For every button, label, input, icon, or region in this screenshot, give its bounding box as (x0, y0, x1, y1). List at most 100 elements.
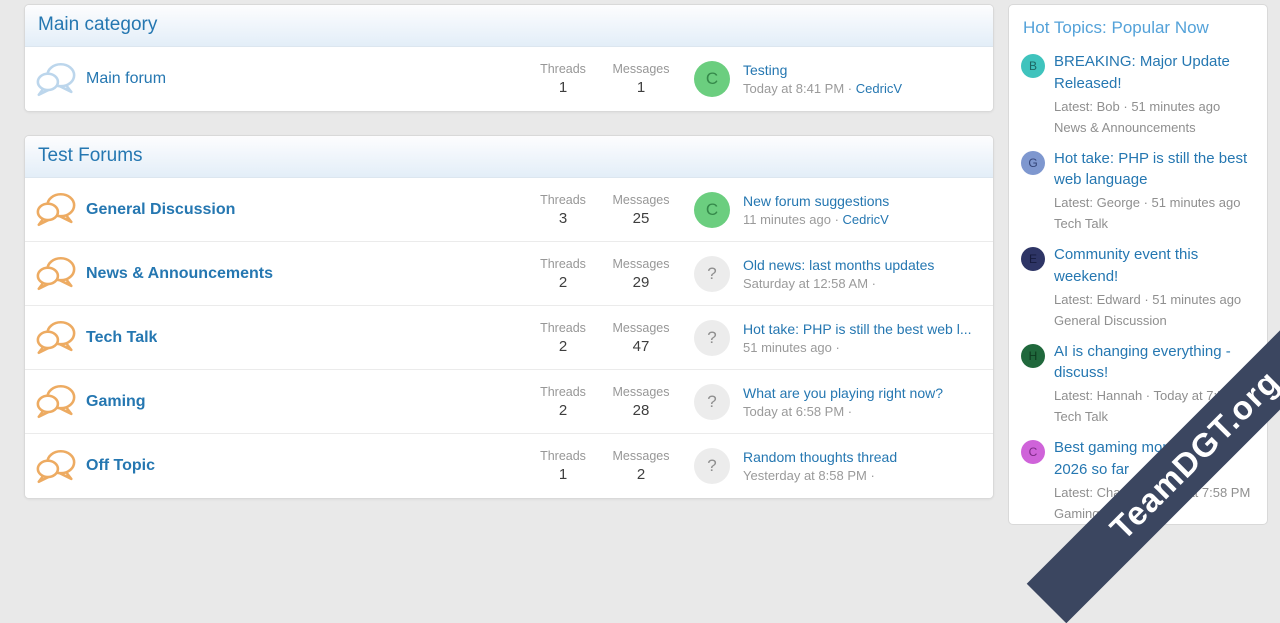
messages-label: Messages (612, 256, 670, 271)
threads-count: 1 (558, 466, 568, 483)
messages-count: 2 (636, 466, 646, 483)
latest-post-user-link[interactable]: CedricV (842, 211, 889, 227)
forum-title-link[interactable]: General Discussion (86, 200, 236, 218)
forum-stats: Threads 1 Messages 1 (524, 62, 680, 96)
latest-post-link[interactable]: Old news: last months updates (743, 256, 935, 273)
hot-topic-item: G Hot take: PHP is still the best web la… (1021, 148, 1255, 231)
hot-topic-title-link[interactable]: Community event this weekend! (1054, 246, 1199, 285)
hot-topic-latest: Latest: Bob · 51 minutes ago (1054, 98, 1221, 114)
latest-post: Old news: last months updates Saturday a… (743, 257, 981, 291)
meta-separator: · (870, 468, 875, 483)
threads-label: Threads (540, 384, 586, 399)
latest-post-meta: Today at 6:58 PM · (743, 404, 981, 419)
forum-stats: Threads 2 Messages 29 (524, 257, 680, 291)
meta-separator: · (834, 211, 839, 227)
threads-label: Threads (540, 192, 586, 207)
forum-row: News & Announcements Threads 2 Messages … (25, 242, 993, 306)
forum-title-link[interactable]: Off Topic (86, 457, 156, 474)
messages-count: 1 (636, 79, 646, 96)
meta-separator: · (835, 339, 840, 355)
latest-post-meta: Today at 8:41 PM · CedricV (743, 81, 981, 96)
forum-comments-icon (35, 61, 77, 98)
forum-row: Main forum Threads 1 Messages 1 C Testin… (25, 47, 993, 111)
latest-post-user-link[interactable]: CedricV (855, 81, 903, 96)
forum-title-link[interactable]: News & Announcements (86, 264, 273, 282)
hot-topic-forum: Gaming (1054, 505, 1100, 521)
forum-row: Off Topic Threads 1 Messages 2 ? Random … (25, 434, 993, 498)
forum-comments-icon (35, 448, 77, 485)
latest-post-time: Today at 6:58 PM (743, 403, 845, 419)
latest-post-time: Saturday at 12:58 AM (743, 275, 869, 291)
avatar[interactable]: B (1021, 54, 1045, 78)
hot-topic-title-link[interactable]: Hot take: PHP is still the best web lang… (1054, 149, 1248, 189)
avatar[interactable]: ? (694, 383, 730, 420)
latest-post: Random thoughts thread Yesterday at 8:58… (743, 449, 981, 483)
threads-count: 2 (558, 273, 568, 291)
hot-topic-item: H AI is changing everything - discuss! L… (1021, 341, 1255, 424)
latest-post: Testing Today at 8:41 PM · CedricV (743, 62, 981, 96)
avatar[interactable]: G (1021, 150, 1045, 175)
latest-post-meta: Yesterday at 8:58 PM · (743, 468, 981, 483)
latest-post-link[interactable]: Hot take: PHP is still the best web l... (743, 320, 972, 337)
messages-label: Messages (612, 320, 670, 335)
forum-title-link[interactable]: Main forum (86, 70, 167, 87)
forum-row: Gaming Threads 2 Messages 28 ? What are … (25, 370, 993, 434)
avatar[interactable]: E (1021, 247, 1045, 271)
messages-label: Messages (612, 62, 670, 76)
messages-label: Messages (612, 449, 670, 463)
avatar[interactable]: H (1021, 343, 1045, 368)
avatar[interactable]: C (694, 61, 730, 97)
hot-topic-forum: News & Announcements (1054, 119, 1196, 135)
messages-count: 47 (632, 337, 650, 355)
messages-label: Messages (612, 384, 670, 399)
forum-comments-icon (35, 191, 77, 228)
hot-topic-latest: Latest: Edward · 51 minutes ago (1054, 291, 1242, 307)
latest-post-link[interactable]: Testing (743, 62, 788, 78)
hot-topic-latest: Latest: George · 51 minutes ago (1054, 195, 1241, 210)
latest-post-link[interactable]: New forum suggestions (743, 192, 890, 209)
threads-count: 2 (558, 401, 568, 419)
meta-separator: · (847, 403, 853, 419)
avatar[interactable]: ? (694, 319, 730, 356)
threads-label: Threads (540, 449, 586, 463)
category-title[interactable]: Test Forums (25, 136, 993, 178)
category-title[interactable]: Main category (25, 5, 993, 47)
hot-topic-forum: General Discussion (1054, 312, 1167, 328)
latest-post-meta: Saturday at 12:58 AM · (743, 276, 981, 291)
forum-stats: Threads 1 Messages 2 (524, 449, 680, 483)
hot-topics-title: Hot Topics: Popular Now (1023, 18, 1209, 37)
threads-label: Threads (540, 62, 586, 76)
forum-stats: Threads 2 Messages 28 (524, 385, 680, 419)
threads-label: Threads (540, 320, 586, 335)
forum-stats: Threads 3 Messages 25 (524, 193, 680, 227)
forum-stats: Threads 2 Messages 47 (524, 321, 680, 355)
hot-topic-forum: Tech Talk (1054, 409, 1108, 424)
threads-label: Threads (540, 256, 586, 271)
forum-comments-icon (35, 319, 77, 356)
threads-count: 1 (558, 79, 568, 96)
avatar[interactable]: C (1021, 440, 1045, 464)
hot-topics-widget: Hot Topics: Popular Now B BREAKING: Majo… (1008, 4, 1268, 525)
hot-topic-title-link[interactable]: BREAKING: Major Update Released! (1054, 53, 1230, 92)
messages-count: 28 (632, 401, 650, 419)
avatar[interactable]: ? (694, 255, 730, 292)
latest-post-time: Yesterday at 8:58 PM (743, 468, 867, 483)
forum-title-link[interactable]: Tech Talk (86, 328, 158, 346)
threads-count: 2 (558, 337, 568, 355)
latest-post: New forum suggestions 11 minutes ago · C… (743, 193, 981, 227)
messages-count: 25 (632, 209, 650, 227)
latest-post-link[interactable]: Random thoughts thread (743, 449, 898, 465)
forum-title-link[interactable]: Gaming (86, 392, 146, 410)
latest-post-link[interactable]: What are you playing right now? (743, 384, 943, 401)
hot-topic-latest: Latest: Hannah · Today at 7:58 PM (1054, 388, 1255, 403)
latest-post-meta: 11 minutes ago · CedricV (743, 212, 981, 227)
forum-comments-icon (35, 383, 77, 420)
hot-topic-forum: Tech Talk (1054, 216, 1108, 231)
forum-list-column: Main category Main forum Threads 1 (24, 4, 994, 522)
hot-topic-item: E Community event this weekend! Latest: … (1021, 244, 1255, 328)
avatar[interactable]: C (694, 191, 730, 228)
hot-topic-title-link[interactable]: AI is changing everything - discuss! (1054, 342, 1231, 382)
latest-post-time: 51 minutes ago (743, 339, 832, 355)
avatar[interactable]: ? (694, 448, 730, 484)
hot-topic-item: B BREAKING: Major Update Released! Lates… (1021, 51, 1255, 135)
